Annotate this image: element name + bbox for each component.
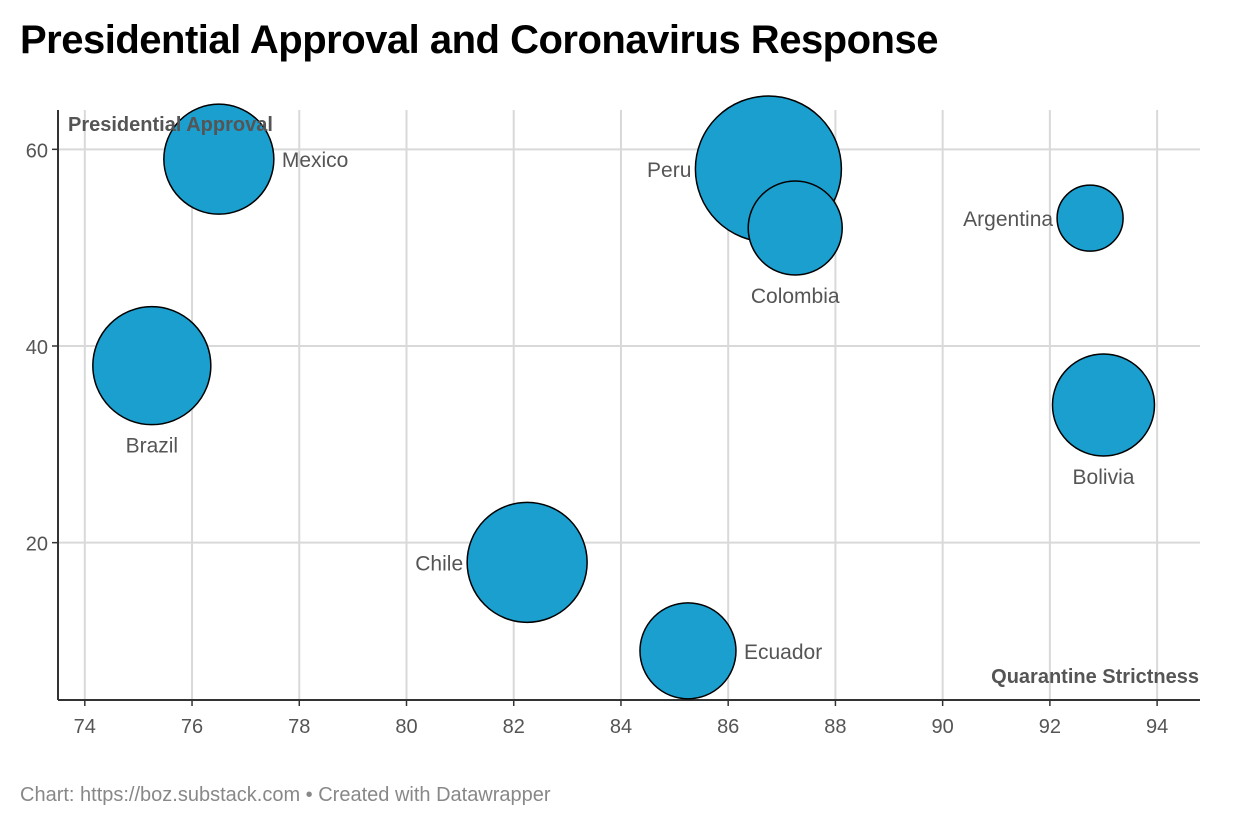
y-axis-title: Presidential Approval bbox=[68, 114, 273, 136]
point-label-brazil: Brazil bbox=[126, 435, 179, 458]
point-label-peru: Peru bbox=[647, 159, 691, 182]
x-tick-label: 84 bbox=[610, 716, 632, 738]
chart-footer: Chart: https://boz.substack.com • Create… bbox=[20, 784, 551, 806]
x-tick-label: 86 bbox=[717, 716, 739, 738]
chart-title: Presidential Approval and Coronavirus Re… bbox=[20, 18, 938, 62]
point-labels: Mexico Brazil Peru Colombia Argentina Bolivia… bbox=[126, 149, 1135, 664]
x-tick-label: 74 bbox=[74, 716, 96, 738]
point-label-argentina: Argentina bbox=[963, 208, 1053, 231]
y-tick-label: 60 bbox=[26, 140, 48, 162]
x-tick-label: 80 bbox=[395, 716, 417, 738]
x-tick-label: 88 bbox=[824, 716, 846, 738]
axes: 74 76 78 80 82 84 86 88 90 92 94 20 40 60 bbox=[26, 110, 1200, 738]
bubbles bbox=[92, 95, 1156, 700]
x-axis-title: Quarantine Strictness bbox=[991, 666, 1199, 688]
x-tick-label: 78 bbox=[288, 716, 310, 738]
point-label-colombia: Colombia bbox=[751, 285, 840, 308]
y-tick-label: 20 bbox=[26, 534, 48, 556]
bubble-bolivia bbox=[1051, 353, 1156, 457]
x-tick-label: 92 bbox=[1039, 716, 1061, 738]
bubble-argentina bbox=[1056, 184, 1124, 252]
x-tick-label: 82 bbox=[503, 716, 525, 738]
bubble-colombia bbox=[747, 180, 843, 276]
bubble-ecuador bbox=[639, 602, 737, 700]
x-tick-label: 76 bbox=[181, 716, 203, 738]
x-tick-label: 94 bbox=[1146, 716, 1168, 738]
point-label-chile: Chile bbox=[415, 552, 463, 575]
bubble-mexico bbox=[163, 103, 275, 215]
point-label-mexico: Mexico bbox=[282, 149, 349, 172]
point-label-ecuador: Ecuador bbox=[744, 641, 822, 664]
y-tick-label: 40 bbox=[26, 337, 48, 359]
bubble-chile bbox=[466, 501, 588, 624]
bubble-brazil bbox=[92, 305, 212, 426]
point-label-bolivia: Bolivia bbox=[1073, 466, 1135, 489]
x-tick-label: 90 bbox=[932, 716, 954, 738]
